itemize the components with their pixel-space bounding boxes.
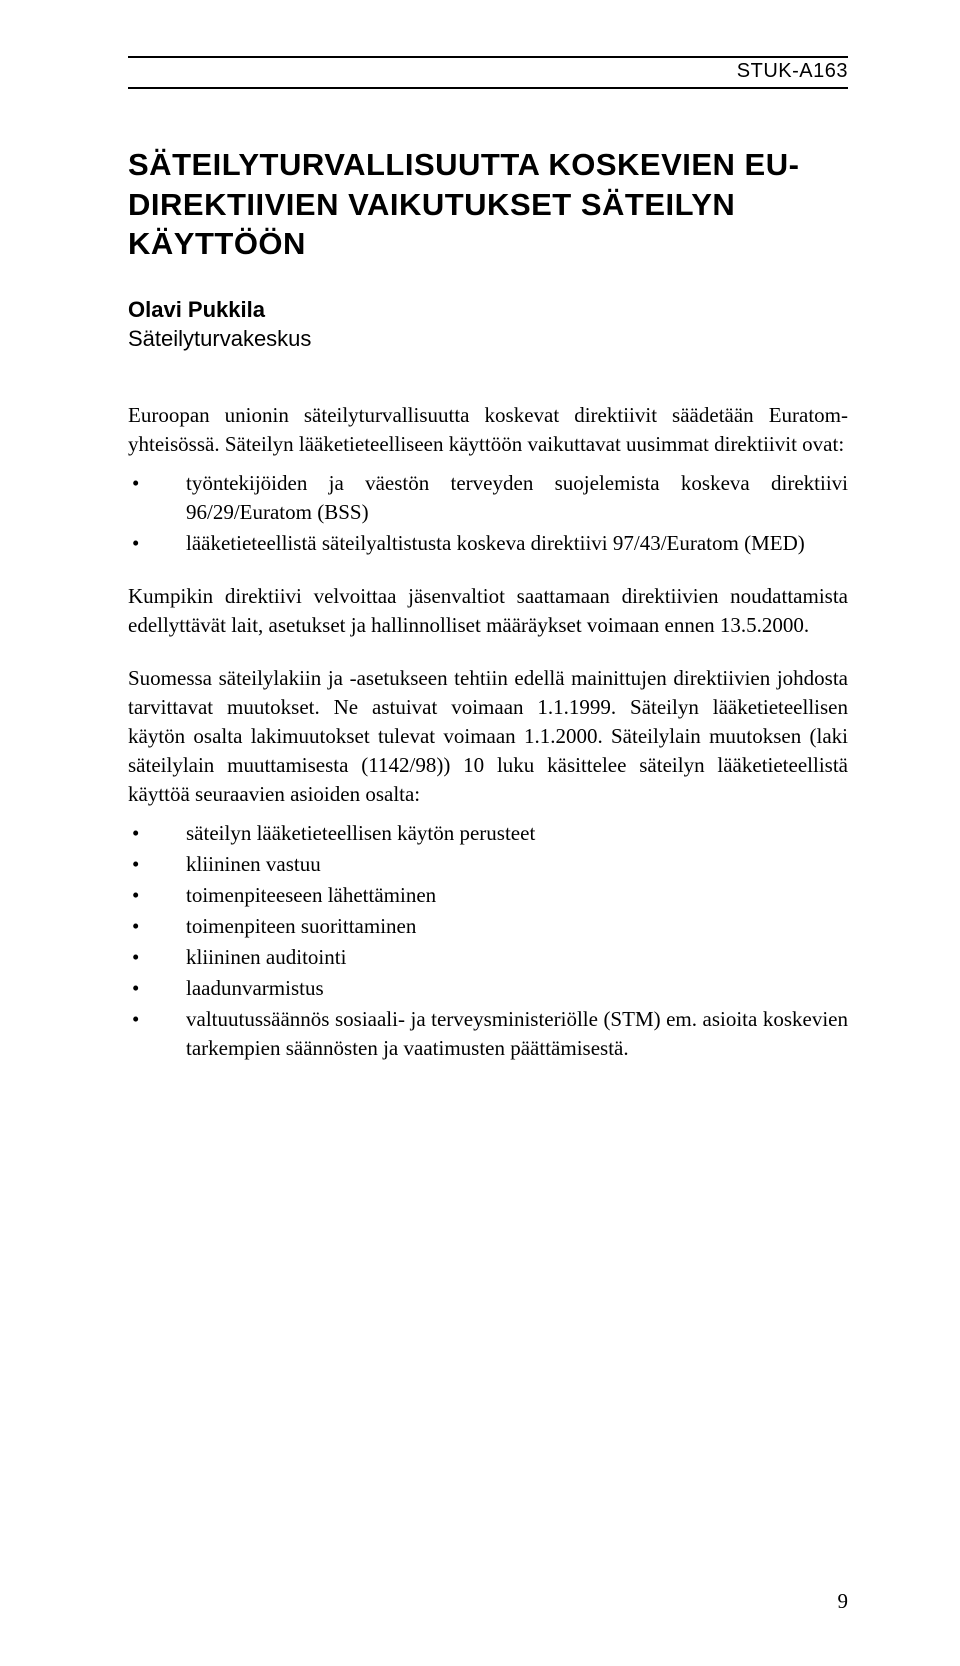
body-paragraph: Suomessa säteilylakiin ja -asetukseen te… xyxy=(128,664,848,809)
header-rule-top xyxy=(128,56,848,58)
list-item: työntekijöiden ja väestön terveyden suoj… xyxy=(128,469,848,527)
directive-list: työntekijöiden ja väestön terveyden suoj… xyxy=(128,469,848,558)
document-page: STUK-A163 SÄTEILYTURVALLISUUTTA KOSKEVIE… xyxy=(0,0,960,1666)
header-row: STUK-A163 xyxy=(128,60,848,87)
list-item: valtuutussäännös sosiaali- ja terveysmin… xyxy=(128,1005,848,1063)
list-item: toimenpiteeseen lähettäminen xyxy=(128,881,848,910)
list-item: säteilyn lääketieteellisen käytön perust… xyxy=(128,819,848,848)
intro-paragraph: Euroopan unionin säteilyturvallisuutta k… xyxy=(128,401,848,459)
page-number: 9 xyxy=(838,1589,849,1614)
body-paragraph: Kumpikin direktiivi velvoittaa jäsenvalt… xyxy=(128,582,848,640)
topic-list: säteilyn lääketieteellisen käytön perust… xyxy=(128,819,848,1063)
list-item: lääketieteellistä säteilyaltistusta kosk… xyxy=(128,529,848,558)
author-name: Olavi Pukkila xyxy=(128,296,848,325)
page-title: SÄTEILYTURVALLISUUTTA KOSKEVIEN EU-DIREK… xyxy=(128,145,848,264)
list-item: laadunvarmistus xyxy=(128,974,848,1003)
header-code: STUK-A163 xyxy=(737,60,848,83)
header-rule-bottom xyxy=(128,87,848,89)
list-item: kliininen auditointi xyxy=(128,943,848,972)
list-item: toimenpiteen suorittaminen xyxy=(128,912,848,941)
author-affiliation: Säteilyturvakeskus xyxy=(128,325,848,354)
list-item: kliininen vastuu xyxy=(128,850,848,879)
